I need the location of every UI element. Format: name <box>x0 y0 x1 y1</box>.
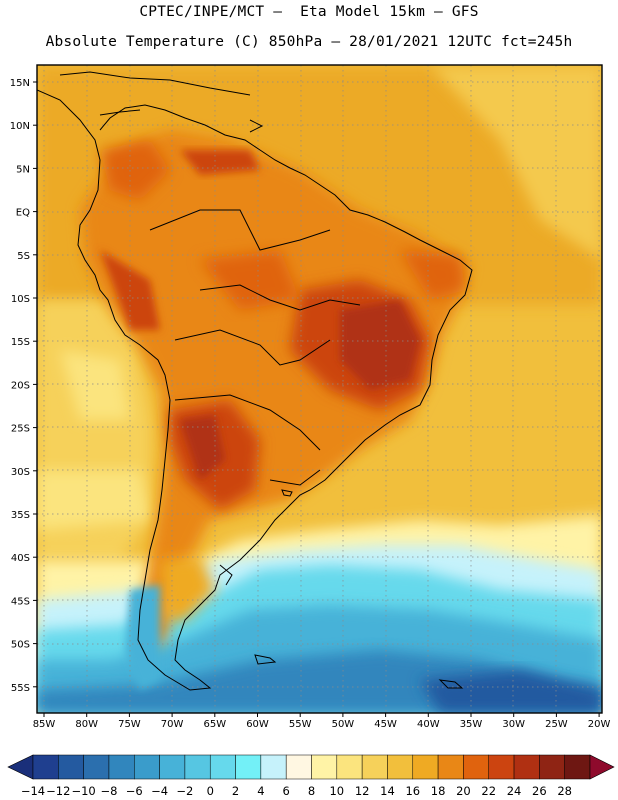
colorbar-label: 16 <box>405 784 420 798</box>
lat-tick-label: 55S <box>11 683 30 694</box>
lat-tick-label: 35S <box>11 510 30 521</box>
colorbar-label: 14 <box>380 784 395 798</box>
lat-tick-label: 10N <box>10 121 30 132</box>
colorbar-label: −14 <box>21 784 45 798</box>
lon-tick-label: 80W <box>75 719 98 730</box>
colorbar-swatch <box>285 754 312 780</box>
colorbar-label: 0 <box>207 784 214 798</box>
colorbar-label: 4 <box>257 784 264 798</box>
lat-tick-label: 30S <box>11 467 30 478</box>
colorbar-swatch <box>463 754 489 780</box>
colorbar-label: 26 <box>532 784 547 798</box>
colorbar-swatch <box>488 754 515 780</box>
lat-tick-label: 45S <box>11 596 30 607</box>
lon-tick-label: 45W <box>374 719 397 730</box>
colorbar-label: −10 <box>71 784 95 798</box>
lon-tick-label: 85W <box>33 719 56 730</box>
colorbar-swatch <box>235 754 262 780</box>
map-border <box>36 64 603 714</box>
lon-tick-label: 35W <box>460 719 483 730</box>
colorbar-label: 12 <box>355 784 370 798</box>
lon-tick-label: 55W <box>289 719 312 730</box>
title-line-2: Absolute Temperature (C) 850hPa – 28/01/… <box>45 34 573 50</box>
lat-tick-label: 5S <box>17 251 30 262</box>
lat-tick-label: 5N <box>16 164 30 175</box>
colorbar-swatch <box>539 754 565 780</box>
colorbar-label: 10 <box>329 784 344 798</box>
colorbar-swatch <box>564 754 591 780</box>
lon-tick-label: 70W <box>161 719 184 730</box>
colorbar-label: −4 <box>151 784 168 798</box>
lat-tick-label: 15S <box>11 337 30 348</box>
lon-tick-label: 75W <box>118 719 141 730</box>
colorbar-label: −6 <box>126 784 143 798</box>
colorbar-label: 18 <box>431 784 446 798</box>
colorbar: −14 −12 −10 −8 −6 −4 −2 0 2 4 6 8 10 12 14 16 18 20 22 24 26… <box>7 754 615 798</box>
lat-tick-label: EQ <box>16 208 30 219</box>
lat-tick-label: 10S <box>11 294 30 305</box>
colorbar-label: 28 <box>557 784 572 798</box>
lat-lon-grid <box>37 65 602 713</box>
colorbar-label: 6 <box>283 784 290 798</box>
lon-tick-label: 60W <box>246 719 269 730</box>
lat-tick-label: 25S <box>11 424 30 435</box>
colorbar-label: 24 <box>507 784 522 798</box>
colorbar-label: −8 <box>100 784 117 798</box>
colorbar-swatch <box>134 754 160 780</box>
lon-tick-label: 30W <box>502 719 525 730</box>
colorbar-swatch <box>209 754 236 780</box>
colorbar-label: −12 <box>46 784 70 798</box>
lat-tick-label: 40S <box>11 553 30 564</box>
colorbar-over-arrow <box>589 754 615 780</box>
coastlines <box>37 71 473 691</box>
colorbar-swatch <box>311 754 338 780</box>
lat-tick-label: 20S <box>11 380 30 391</box>
colorbar-swatch <box>184 754 211 780</box>
lat-tick-label: 15N <box>10 78 30 89</box>
lon-tick-label: 20W <box>588 719 611 730</box>
colorbar-label: −2 <box>176 784 193 798</box>
colorbar-swatch <box>32 754 59 780</box>
colorbar-label: 22 <box>481 784 496 798</box>
latitude-labels: 15N 10N 5N EQ 5S 10S 15S 20S 25S 30S 35S 40S 45S 50S 5… <box>10 78 37 694</box>
colorbar-swatch <box>412 754 439 780</box>
colorbar-swatch <box>387 754 414 780</box>
colorbar-label: 8 <box>308 784 315 798</box>
lon-tick-label: 65W <box>203 719 226 730</box>
lon-tick-label: 40W <box>417 719 440 730</box>
lon-tick-label: 50W <box>332 719 355 730</box>
longitude-labels: 85W 80W 75W 70W 65W 60W 55W 50W 45W 40W 35W 30W 25W 2… <box>33 713 611 730</box>
colorbar-label: 2 <box>232 784 239 798</box>
colorbar-under-arrow <box>7 754 34 780</box>
colorbar-swatch <box>260 754 287 780</box>
lat-tick-label: 50S <box>11 640 30 651</box>
colorbar-swatch <box>437 754 464 780</box>
colorbar-swatch <box>361 754 388 780</box>
colorbar-swatch <box>58 754 84 780</box>
colorbar-swatch <box>108 754 135 780</box>
temperature-field <box>37 65 602 713</box>
colorbar-swatch <box>83 754 110 780</box>
lon-tick-label: 25W <box>545 719 568 730</box>
colorbar-swatch <box>513 754 540 780</box>
colorbar-swatch <box>336 754 363 780</box>
colorbar-label: 20 <box>456 784 471 798</box>
title-line-1: CPTEC/INPE/MCT – Eta Model 15km – GFS <box>139 4 479 20</box>
colorbar-swatch <box>159 754 186 780</box>
